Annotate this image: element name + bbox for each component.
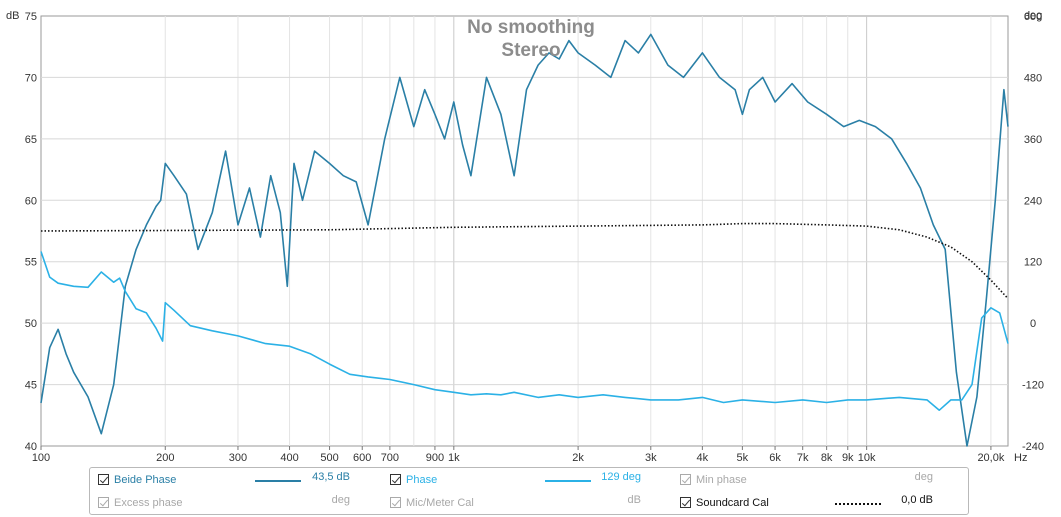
y-tick-label-left: 65 [25,134,37,146]
legend-value-soundcard-cal: 0,0 dB [901,494,933,506]
x-tick-label: 900 [426,452,444,464]
y-tick-label-left: 50 [25,318,37,330]
y-tick-label-left: 75 [25,11,37,23]
checkbox-min-phase[interactable] [680,474,691,485]
y-tick-label-right: 360 [1024,134,1042,146]
x-tick-label: 600 [353,452,371,464]
legend-swatch-soundcard-cal [835,503,881,505]
x-tick-label: 2k [572,452,584,464]
x-tick-label: 100 [32,452,50,464]
x-tick-label: 300 [229,452,247,464]
y-axis-right-unit: deg [1024,10,1042,22]
legend-value-excess-phase: deg [331,494,350,506]
x-tick-label: 7k [797,452,809,464]
series-marks [40,33,1009,447]
checkbox-phase[interactable] [390,474,401,485]
y-axis-left-unit: dB [6,10,19,22]
y-tick-label-right: 240 [1024,195,1042,207]
checkbox-excess-phase[interactable] [98,497,109,508]
legend-panel: Beide Phase 43,5 dB Phase 129 deg Min ph… [89,467,969,515]
y-tick-label-left: 55 [25,257,37,269]
x-tick-label: 500 [320,452,338,464]
legend-value-min-phase: deg [914,471,933,483]
y-tick-label-right: -240 [1022,441,1044,453]
x-tick-label: 1k [448,452,460,464]
series-line-beide-phase [40,33,1009,447]
legend-label: Excess phase [114,497,183,509]
y-tick-label-right: 120 [1024,257,1042,269]
legend-value-mic-meter-cal: dB [627,494,641,506]
plot-frame [40,15,1009,447]
x-tick-label: 400 [280,452,298,464]
y-tick-label-right: 480 [1024,72,1042,84]
y-tick-label-right: 0 [1030,318,1036,330]
x-tick-label: 9k [842,452,854,464]
legend-value-beide-phase: 43,5 dB [312,471,350,483]
y-tick-label-left: 60 [25,195,37,207]
checkbox-soundcard-cal[interactable] [680,497,691,508]
chart-area[interactable]: 40 45 50 55 60 65 70 75 -240 -120 0 120 240 360 480 600… [0,0,1061,465]
x-tick-label: 200 [156,452,174,464]
y-tick-label-right: 600 [1024,11,1042,23]
legend-swatch-phase [545,480,591,482]
x-tick-label: 6k [769,452,781,464]
chart-title: No smoothing [467,17,595,38]
checkbox-mic-meter-cal[interactable] [390,497,401,508]
legend-value-phase: 129 deg [601,471,641,483]
x-tick-label: 10k [858,452,876,464]
y-tick-label-left: 70 [25,72,37,84]
legend-swatch-beide-phase [255,480,301,482]
y-tick-label-right: -120 [1022,380,1044,392]
x-tick-label: 3k [645,452,657,464]
series-line-phase [40,251,1009,412]
legend-label: Beide Phase [114,474,177,486]
x-tick-label: 5k [737,452,749,464]
grid [40,15,1009,447]
x-tick-label: 4k [697,452,709,464]
axes: 40 45 50 55 60 65 70 75 -240 -120 0 120 240 360 480 600… [25,11,1044,464]
x-tick-label: 700 [381,452,399,464]
legend-label: Phase [406,474,438,486]
checkbox-beide-phase[interactable] [98,474,109,485]
x-axis-unit: Hz [1014,452,1027,464]
x-tick-label: 8k [821,452,833,464]
y-tick-label-left: 40 [25,441,37,453]
chart-subtitle: Stereo [501,40,560,61]
legend-label: Mic/Meter Cal [406,497,474,509]
legend-label: Soundcard Cal [696,497,769,509]
x-tick-label: 20,0k [977,452,1004,464]
y-tick-label-left: 45 [25,380,37,392]
legend-label: Min phase [696,474,747,486]
